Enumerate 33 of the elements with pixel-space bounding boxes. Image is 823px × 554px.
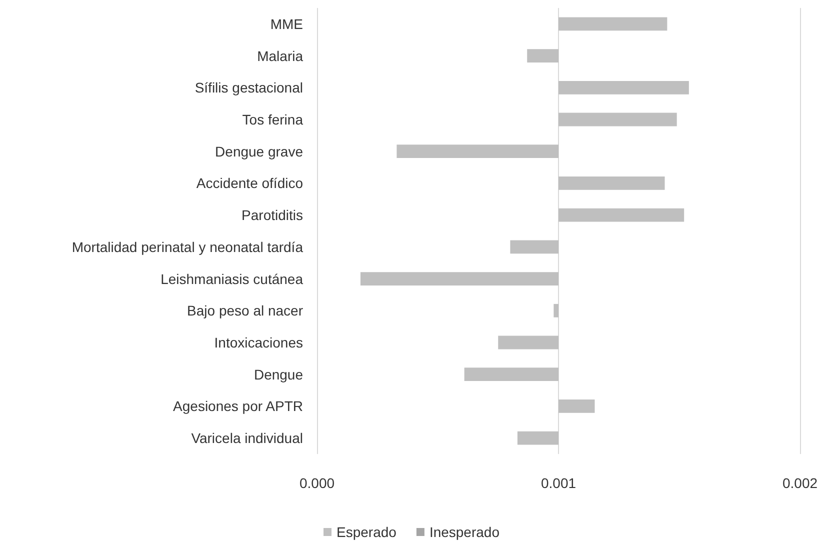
legend-label: Esperado <box>336 524 397 540</box>
bar <box>554 304 558 318</box>
y-tick-label: Agesiones por APTR <box>173 398 303 414</box>
y-tick-label: Sífilis gestacional <box>194 80 303 96</box>
bar <box>558 17 668 31</box>
y-tick-label: MME <box>270 16 303 32</box>
y-tick-label: Intoxicaciones <box>214 334 303 350</box>
y-tick-label: Leishmaniasis cutánea <box>160 270 304 287</box>
bar <box>558 176 665 190</box>
bar <box>517 431 558 445</box>
bar <box>360 272 558 286</box>
y-tick-label: Varicela individual <box>191 430 303 446</box>
bar <box>510 240 558 254</box>
bar <box>558 112 677 126</box>
x-tick-label: 0.000 <box>299 475 335 491</box>
bar <box>558 80 689 94</box>
y-tick-label: Tos ferina <box>242 112 304 128</box>
y-tick-label: Dengue grave <box>215 143 304 160</box>
bar <box>558 208 684 222</box>
x-tick-label: 0.002 <box>782 475 818 491</box>
bar <box>558 400 595 413</box>
y-tick-label: Bajo peso al nacer <box>187 302 304 319</box>
y-tick-label: Malaria <box>257 48 304 64</box>
x-tick-label: 0.001 <box>540 475 576 491</box>
bar <box>396 144 558 158</box>
bar <box>527 49 558 62</box>
y-tick-label: Parotiditis <box>242 207 303 224</box>
y-tick-label: Accidente ofídico <box>196 175 304 192</box>
bar <box>464 368 558 382</box>
y-tick-label: Mortalidad perinatal y neonatal tardía <box>72 238 304 255</box>
legend-label: Inesperado <box>429 524 500 540</box>
y-tick-label: Dengue <box>254 366 304 382</box>
bar <box>498 336 558 350</box>
